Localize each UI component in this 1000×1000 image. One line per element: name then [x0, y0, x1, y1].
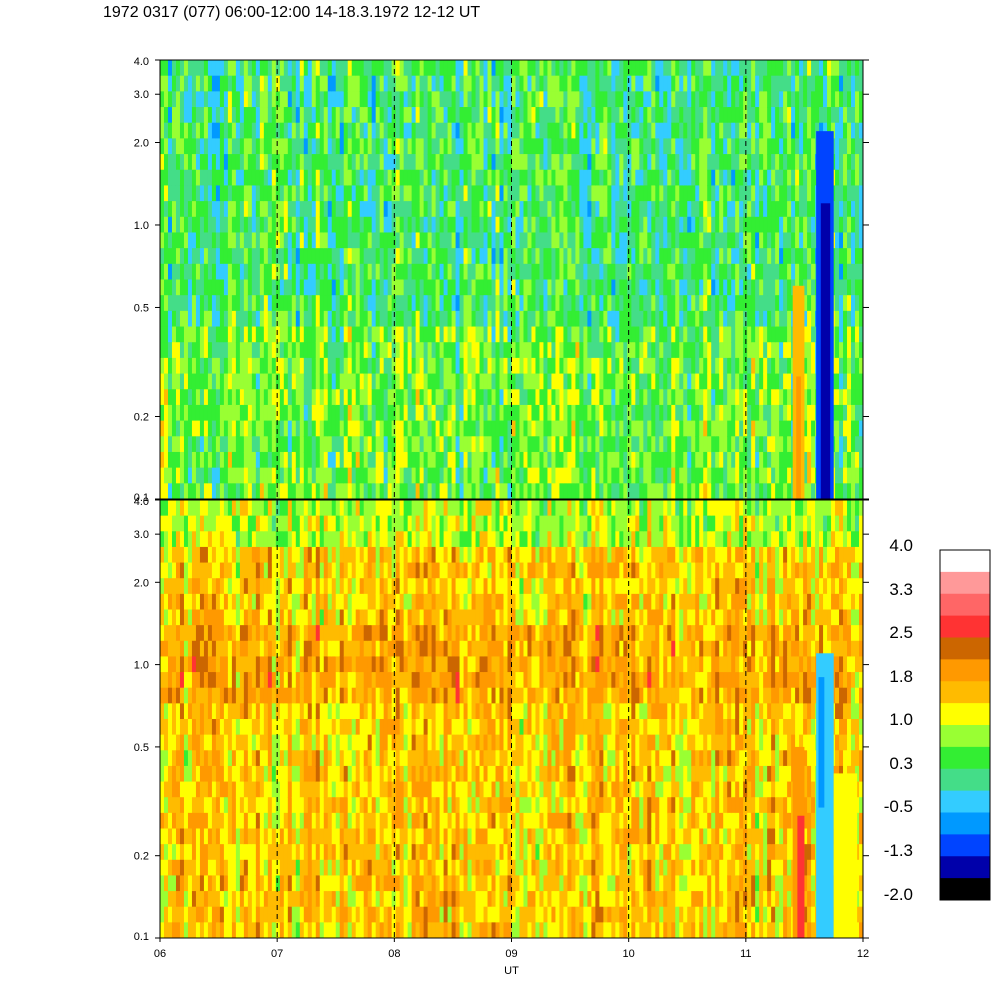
- x-tick-label: 08: [388, 948, 400, 960]
- y-tick-label: 0.2: [134, 412, 149, 424]
- red-band: [797, 815, 805, 938]
- colorbar-swatch: [940, 725, 990, 748]
- y-tick-label: 0.5: [134, 302, 149, 314]
- bottom-spectrogram-panel: 0.1 0.2 0.5 1.0 2.0 3.0 4.0: [134, 496, 869, 943]
- x-axis: 06 07 08 09 10 11 12 UT: [154, 948, 869, 977]
- y-tick-label: 2.0: [134, 137, 149, 149]
- top-spectrogram-panel: 0.1 0.2 0.5 1.0 2.0 3.0 4.0: [134, 56, 869, 504]
- colorbar-swatch: [940, 593, 990, 617]
- colorbar-swatch: [940, 812, 990, 835]
- colorbar-swatch: [940, 878, 990, 901]
- x-tick-label: 06: [154, 948, 166, 960]
- x-tick-label: 12: [857, 948, 869, 960]
- x-tick-label: 10: [623, 948, 635, 960]
- y-tick-label: 3.0: [134, 89, 149, 101]
- y-tick-label: 0.2: [134, 851, 149, 863]
- colorbar-swatch: [940, 790, 990, 813]
- colorbar-swatch: [940, 834, 990, 857]
- dark-blue-band-core: [820, 203, 831, 499]
- y-tick-label: 4.0: [134, 56, 149, 68]
- colorbar-frame: [939, 549, 991, 901]
- colorbar-label: -1.3: [884, 841, 913, 860]
- orange-band-core: [796, 376, 801, 499]
- colorbar-label: 4.0: [889, 536, 913, 555]
- colorbar-label: 1.8: [889, 667, 913, 686]
- colorbar-swatch: [940, 681, 990, 704]
- x-tick-label: 11: [740, 948, 751, 960]
- y-tick-label: 3.0: [134, 529, 149, 541]
- colorbar-swatch: [940, 637, 990, 660]
- y-tick-label: 0.1: [134, 931, 149, 943]
- colorbar-swatch: [940, 659, 990, 682]
- chart-title: 1972 0317 (077) 06:00-12:00 14-18.3.1972…: [103, 4, 481, 21]
- colorbar-swatch: [940, 571, 990, 595]
- y-tick-label: 1.0: [134, 660, 149, 672]
- y-tick-label: 1.0: [134, 220, 149, 232]
- yellow-band: [833, 773, 858, 938]
- blue-band-core: [818, 677, 825, 808]
- colorbar-label: 1.0: [889, 710, 913, 729]
- color-scale-legend: 4.0 3.3 2.5 1.8 1.0 0.3 -0.5 -1.3 -2.0: [884, 536, 991, 904]
- x-tick-label: 07: [271, 948, 283, 960]
- x-tick-label: 09: [505, 948, 517, 960]
- colorbar-swatch: [940, 550, 990, 573]
- colorbar-swatch: [940, 703, 990, 726]
- colorbar-label: -2.0: [884, 885, 913, 904]
- colorbar-swatch: [940, 768, 990, 792]
- y-tick-label: 2.0: [134, 577, 149, 589]
- colorbar-swatch: [940, 615, 990, 638]
- colorbar-swatch: [940, 746, 990, 770]
- y-tick-label: 0.1: [134, 492, 149, 504]
- y-tick-label: 0.5: [134, 742, 149, 754]
- colorbar-label: -0.5: [884, 797, 913, 816]
- colorbar-label: 2.5: [889, 623, 913, 642]
- colorbar-swatch: [940, 856, 990, 879]
- colorbar-label: 0.3: [889, 754, 913, 773]
- x-axis-label: UT: [504, 965, 519, 977]
- colorbar-label: 3.3: [889, 580, 913, 599]
- y-tick-label: 4.0: [134, 496, 149, 508]
